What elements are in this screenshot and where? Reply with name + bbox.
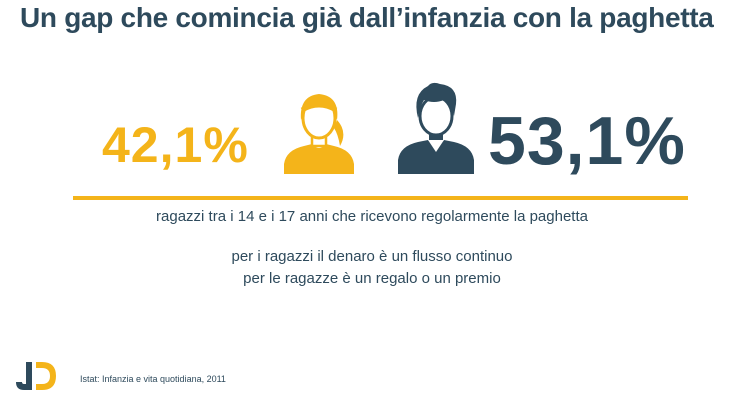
boy-avatar-icon <box>398 82 474 174</box>
note-line-boys: per i ragazzi il denaro è un flusso cont… <box>231 248 513 265</box>
page-title: Un gap che comincia già dall’infanzia co… <box>20 2 714 33</box>
girl-avatar-icon <box>284 94 354 174</box>
brand-logo-icon <box>16 362 56 390</box>
caption-text: ragazzi tra i 14 e i 17 anni che ricevon… <box>156 208 588 225</box>
note-line-girls: per le ragazze è un regalo o un premio <box>243 270 501 287</box>
divider-line <box>73 196 688 200</box>
male-percentage: 53,1% <box>488 103 686 179</box>
source-citation: Istat: Infanzia e vita quotidiana, 2011 <box>80 374 226 384</box>
female-percentage: 42,1% <box>102 117 249 173</box>
note-text: per i ragazzi il denaro è un flusso cont… <box>0 246 744 290</box>
